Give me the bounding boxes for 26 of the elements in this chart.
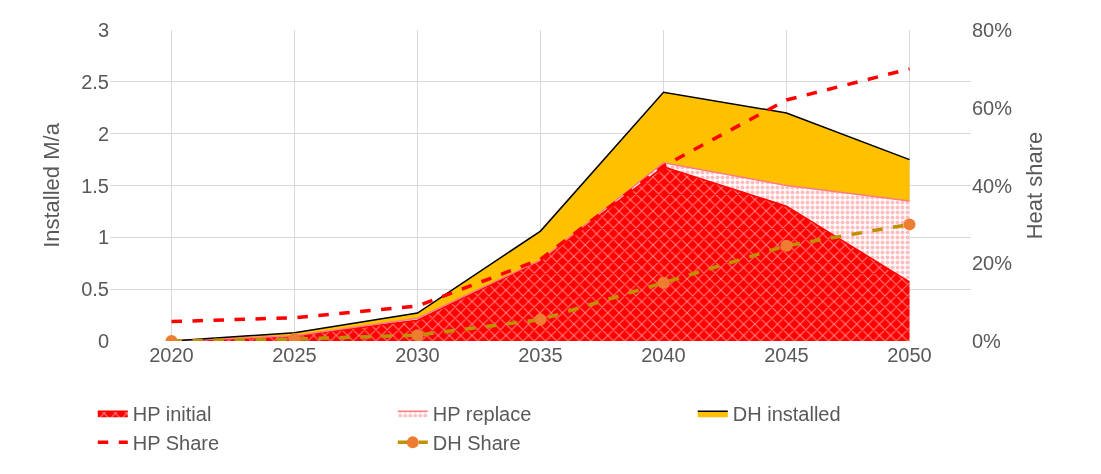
y2-tick-label: 80% [972,19,1013,41]
y-tick-label: 1 [97,226,109,249]
x-tick-label: 2020 [149,344,194,366]
y-tick-label: 0 [97,330,109,352]
y-tick-label: 3 [97,19,109,41]
y2-tick-label: 60% [972,96,1013,119]
legend-label: HP replace [432,403,532,426]
y-tick-label: 2 [97,122,109,145]
y-tick-label: 2.5 [81,70,109,93]
x-tick-label: 2050 [887,344,932,366]
legend-label: HP Share [132,432,220,455]
legend-label: DH Share [432,432,521,455]
y-tick-label: 0.5 [81,278,109,301]
y2-axis-title: Heat share [1022,131,1048,240]
y2-tick-label: 20% [972,252,1013,275]
x-tick-label: 2030 [395,344,440,366]
x-tick-label: 2045 [764,344,809,366]
legend-label: DH installed [732,403,841,426]
x-tick-label: 2040 [641,344,686,366]
y-tick-label: 1.5 [81,174,109,197]
x-tick-label: 2025 [272,344,317,366]
y2-tick-label: 0% [972,330,1002,352]
y-axis-title: Installed M/a [38,122,64,248]
y2-tick-label: 40% [972,174,1013,197]
legend-label: HP initial [132,403,212,426]
x-tick-label: 2035 [518,344,563,366]
